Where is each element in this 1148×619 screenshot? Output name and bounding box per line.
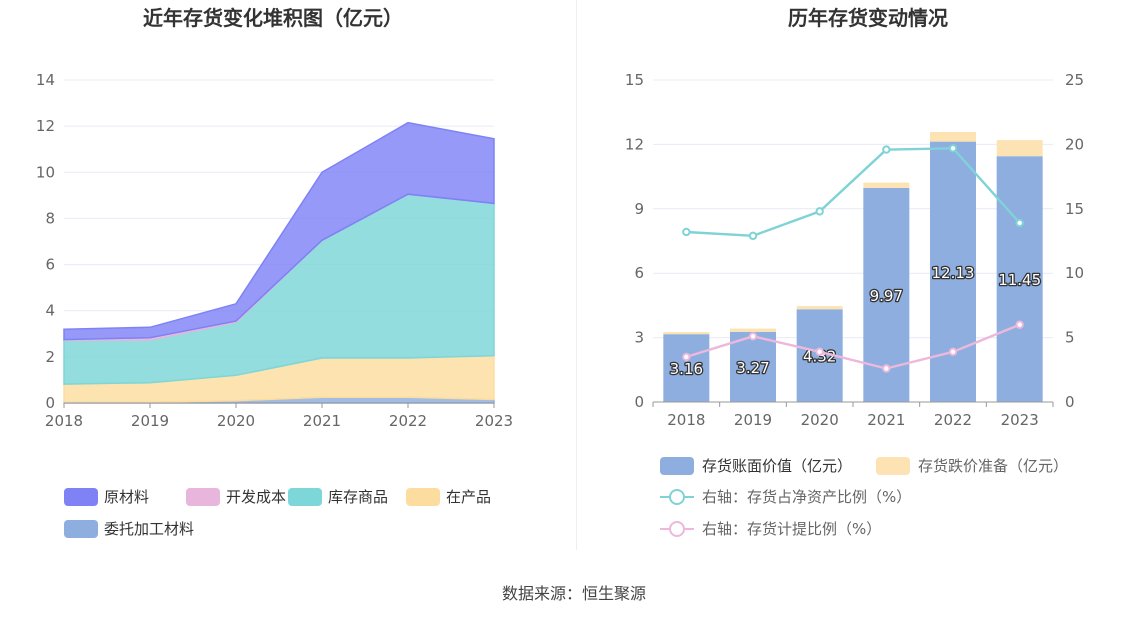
line-point-3 bbox=[815, 347, 824, 356]
left-legend-swatch bbox=[288, 488, 322, 506]
line-point-3 bbox=[748, 332, 758, 341]
line-point-2 bbox=[882, 145, 891, 154]
left-legend-label: 在产品 bbox=[446, 488, 491, 506]
right-x-tick-label: 2022 bbox=[934, 411, 972, 429]
right-y2-tick-label: 15 bbox=[1065, 200, 1084, 218]
left-y-tick-label: 2 bbox=[45, 348, 55, 366]
right-x-tick-label: 2023 bbox=[1001, 411, 1039, 429]
bar-value-label: 3.27 bbox=[736, 359, 769, 377]
left-legend-swatch bbox=[64, 488, 98, 506]
left-legend-label: 库存商品 bbox=[328, 488, 388, 506]
line-point-2 bbox=[815, 207, 824, 216]
left-legend-swatch bbox=[406, 488, 440, 506]
line-series-2 bbox=[686, 147, 1021, 238]
line-series-3 bbox=[685, 323, 1021, 370]
left-x-tick-label: 2020 bbox=[217, 412, 255, 430]
left-x-tick-label: 2022 bbox=[389, 412, 427, 430]
left-legend-label: 原材料 bbox=[104, 488, 149, 506]
right-legend-swatch bbox=[876, 457, 910, 475]
line-point-2 bbox=[682, 227, 691, 237]
left-y-tick-label: 12 bbox=[36, 117, 55, 135]
line-point-3 bbox=[1015, 320, 1024, 329]
left-x-tick-label: 2021 bbox=[303, 412, 341, 430]
bar-value-label: 4.32 bbox=[803, 348, 836, 366]
left-y-tick-label: 0 bbox=[45, 394, 55, 412]
left-legend-swatch bbox=[64, 520, 98, 538]
right-y2-tick-label: 5 bbox=[1065, 329, 1075, 347]
bar-impairment bbox=[996, 140, 1043, 157]
left-y-tick-label: 4 bbox=[45, 302, 55, 320]
left-x-tick-label: 2019 bbox=[131, 412, 169, 430]
data-source-caption: 数据来源：恒生聚源 bbox=[501, 584, 646, 603]
left-y-tick-label: 14 bbox=[36, 71, 55, 89]
bar-value-label: 12.13 bbox=[932, 264, 975, 282]
right-grid bbox=[653, 79, 1053, 339]
right-legend-label: 右轴：存货计提比例（%） bbox=[702, 520, 881, 538]
right-x-tick-label: 2021 bbox=[867, 411, 905, 429]
right-legend-swatch bbox=[660, 457, 694, 475]
right-y2-tick-label: 20 bbox=[1065, 135, 1084, 153]
right-legend-label: 存货跌价准备（亿元） bbox=[918, 457, 1068, 475]
left-legend-label: 委托加工材料 bbox=[104, 520, 194, 538]
left-y-tick-label: 6 bbox=[45, 256, 55, 274]
left-legend-label: 开发成本 bbox=[226, 488, 286, 506]
bar-book-value bbox=[930, 141, 976, 403]
right-legend-marker bbox=[669, 521, 685, 537]
left-y-tick-label: 8 bbox=[45, 209, 55, 227]
chart-divider bbox=[576, 0, 577, 550]
right-lines bbox=[682, 144, 1024, 373]
bar-book-value bbox=[730, 331, 776, 402]
inventory-change-bar-chart: 历年存货变动情况 3.16 3.27 4.32 9.97 12.13 11.45 0 3 6 9… bbox=[625, 6, 1084, 538]
bar-value-label: 3.16 bbox=[670, 360, 703, 378]
left-legend-swatch bbox=[186, 488, 220, 506]
bar-book-value bbox=[996, 156, 1043, 402]
line-point-2 bbox=[1015, 218, 1024, 228]
right-y-tick-label: 6 bbox=[634, 264, 644, 282]
right-x-tick-label: 2020 bbox=[801, 411, 839, 429]
bar-impairment bbox=[796, 306, 843, 310]
right-axis: 0 3 6 9 12 15 0 5 10 15 20 25 2018 2019 2020 2021 2022 20… bbox=[625, 71, 1084, 429]
right-y-tick-label: 12 bbox=[625, 135, 644, 153]
right-legend-label: 存货账面价值（亿元） bbox=[702, 457, 852, 475]
line-point-2 bbox=[748, 231, 758, 241]
left-x-tick-label: 2018 bbox=[45, 412, 83, 430]
bar-impairment bbox=[663, 332, 710, 335]
right-legend-label: 右轴：存货占净资产比例（%） bbox=[702, 488, 911, 506]
bar-book-value bbox=[663, 334, 710, 402]
inventory-stacked-area-chart: 近年存货变化堆积图（亿元） 0 2 4 6 8 10 12 14 2018 2019 2020 202… bbox=[36, 6, 513, 538]
left-x-tick-label: 2023 bbox=[475, 412, 513, 430]
right-y-tick-label: 3 bbox=[634, 329, 644, 347]
right-legend-marker bbox=[669, 489, 685, 505]
bar-value-label: 9.97 bbox=[870, 287, 903, 305]
area-series-2 bbox=[63, 193, 495, 385]
left-chart-title: 近年存货变化堆积图（亿元） bbox=[143, 6, 403, 30]
bar-impairment bbox=[863, 182, 910, 188]
bar-impairment bbox=[730, 328, 776, 332]
left-y-tick-label: 10 bbox=[36, 163, 55, 181]
bar-impairment bbox=[930, 131, 976, 142]
right-chart-title: 历年存货变动情况 bbox=[788, 6, 948, 30]
right-y-tick-label: 9 bbox=[634, 200, 644, 218]
right-x-tick-label: 2018 bbox=[667, 411, 705, 429]
right-y2-tick-label: 10 bbox=[1065, 264, 1084, 282]
line-point-3 bbox=[948, 347, 958, 356]
left-areas bbox=[63, 121, 495, 404]
right-legend: 存货账面价值（亿元） 存货跌价准备（亿元） 右轴：存货占净资产比例（%） 右轴：存货计… bbox=[660, 457, 1068, 538]
line-point-3 bbox=[682, 352, 691, 362]
right-y2-tick-label: 0 bbox=[1065, 393, 1075, 411]
line-point-3 bbox=[882, 364, 891, 373]
right-x-tick-label: 2019 bbox=[734, 411, 772, 429]
right-y-tick-label: 0 bbox=[634, 393, 644, 411]
left-axis: 0 2 4 6 8 10 12 14 2018 2019 2020 2021 2022 2023 bbox=[36, 71, 513, 430]
bar-value-label: 11.45 bbox=[998, 271, 1041, 289]
right-bars: 3.16 3.27 4.32 9.97 12.13 11.45 bbox=[663, 131, 1043, 403]
right-y2-tick-label: 25 bbox=[1065, 71, 1084, 89]
right-y-tick-label: 15 bbox=[625, 71, 644, 89]
line-point-2 bbox=[948, 144, 958, 153]
area-series-4 bbox=[63, 121, 495, 341]
